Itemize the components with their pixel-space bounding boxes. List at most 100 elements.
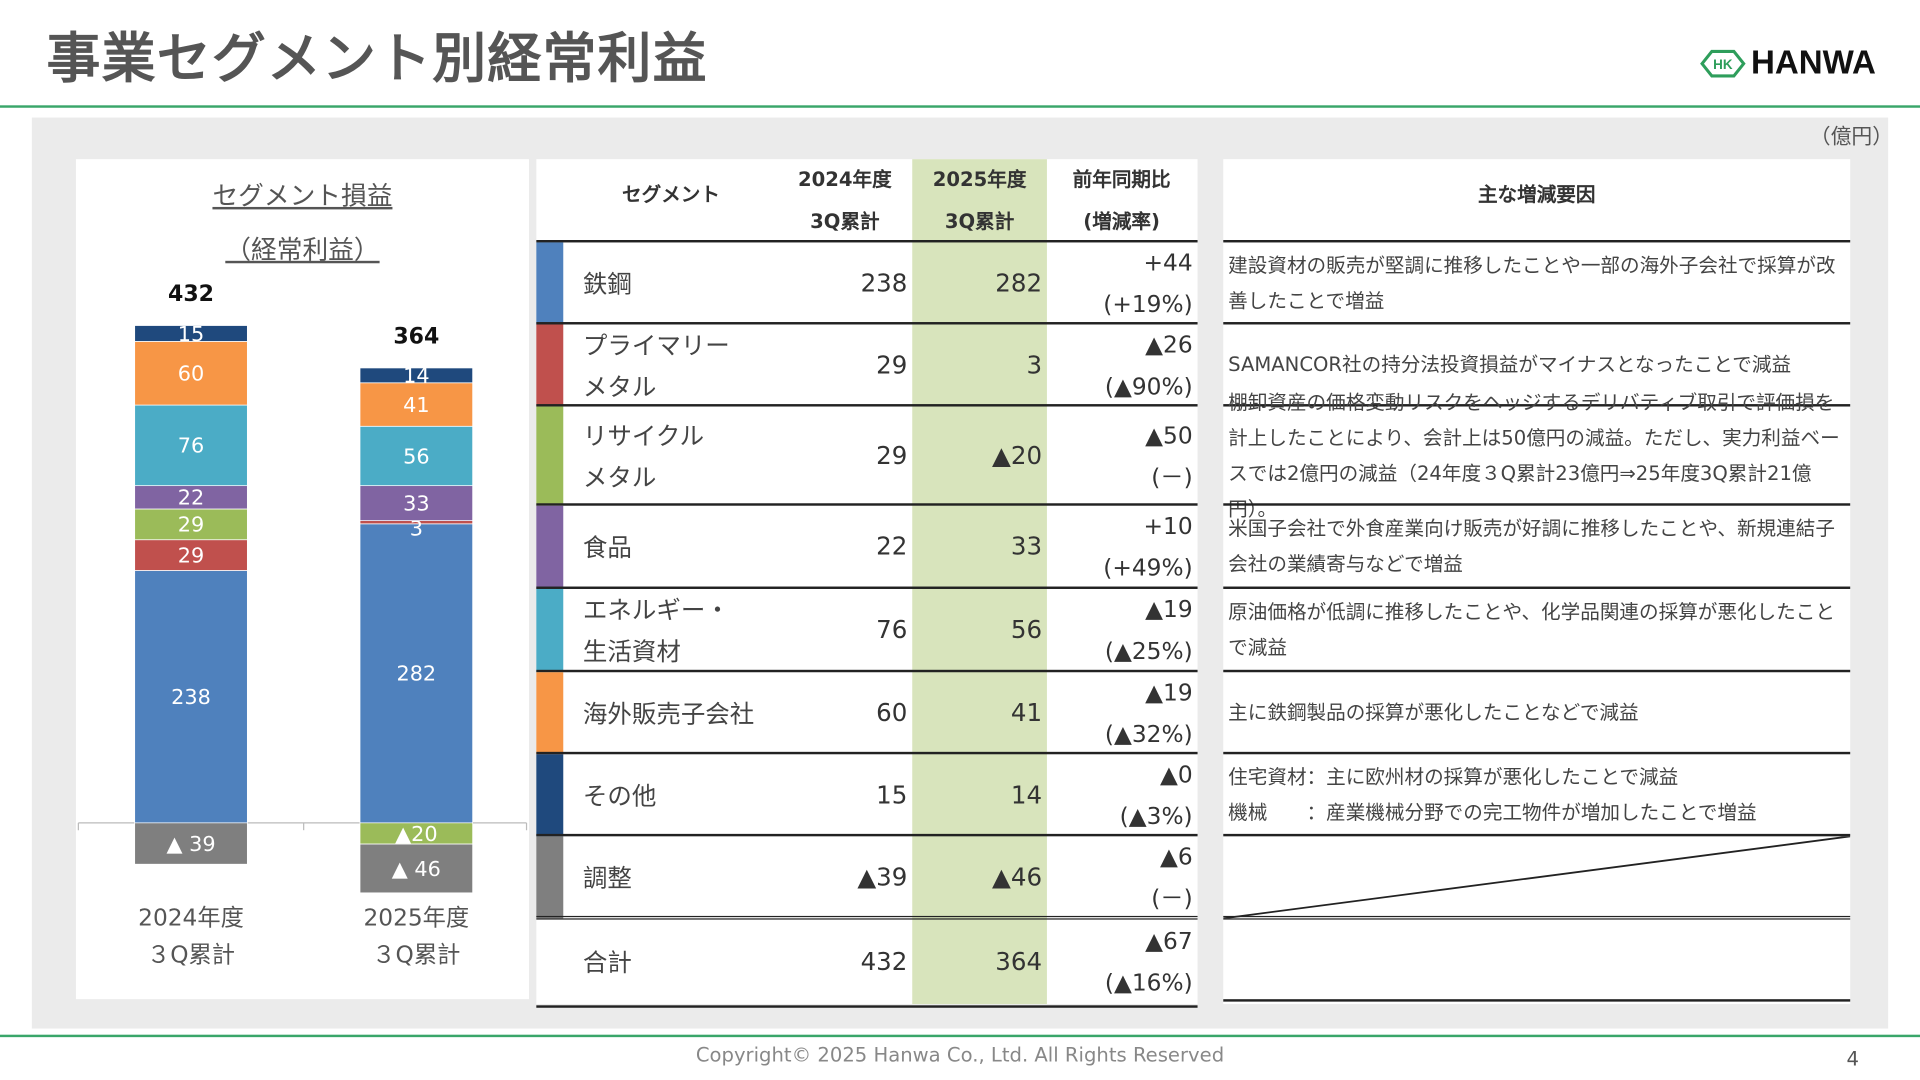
reason-row: 建設資材の販売が堅調に推移したことや一部の海外子会社で採算が改善したことで増益 — [1223, 240, 1851, 322]
value-2024: 15 — [876, 779, 908, 809]
bar-segment-adjustment — [134, 822, 248, 865]
value-2025: ▲46 — [992, 861, 1043, 891]
segment-color-stripe — [536, 505, 564, 589]
bar-segment-primary_metal — [134, 539, 248, 571]
value-2025: 33 — [1010, 531, 1043, 561]
bar-segment-energy — [134, 404, 248, 487]
yoy-rate: (▲16%) — [1104, 969, 1193, 997]
table-row: エネルギー・ 生活資材 76 56 ▲19 (▲25%) — [536, 586, 1198, 673]
value-2024: 22 — [876, 531, 908, 561]
yoy-rate: (▲32%) — [1104, 720, 1193, 748]
header-yoy: 前年同期比 (増減率) — [1047, 159, 1196, 242]
header-2025-line1: 2025年度 — [932, 167, 1027, 192]
segment-table-content: セグメント 2024年度 3Q累計 2025年度 3Q累計 前年同期比 (増減率) 鉄… — [536, 159, 1198, 1008]
segment-color-stripe — [536, 672, 564, 755]
yoy-rate: (+49%) — [1103, 554, 1193, 582]
segment-name: その他 — [583, 774, 656, 816]
copyright: Copyright© 2025 Hanwa Co., Ltd. All Righ… — [695, 1043, 1225, 1067]
yoy-rate: (+19%) — [1103, 290, 1193, 318]
category-label: 2025年度 — [363, 905, 469, 932]
bar-label-adjustment: ▲ 39 — [166, 832, 215, 856]
header-divider — [0, 105, 1920, 108]
bar-label-energy: 56 — [403, 444, 429, 468]
value-2025: 364 — [995, 946, 1043, 976]
bar-label-energy: 76 — [178, 434, 204, 458]
svg-text:HK: HK — [1713, 57, 1733, 72]
bar-segment-overseas — [134, 341, 248, 406]
segment-color-stripe — [536, 588, 564, 673]
value-2025: 282 — [995, 267, 1043, 297]
header-2024: 2024年度 3Q累計 — [778, 159, 913, 242]
yoy-change: ▲0 (▲3%) — [1120, 754, 1193, 837]
segment-name-line: 合計 — [582, 947, 632, 978]
reason-row — [1223, 915, 1851, 1002]
segment-name: プライマリー メタル — [583, 324, 730, 407]
segment-name: 鉄鋼 — [583, 263, 632, 305]
bar-total-label: 364 — [393, 324, 439, 349]
bar-segment-steel — [359, 523, 474, 824]
segment-color-stripe — [536, 406, 564, 506]
segment-name-line: エネルギー・ — [582, 595, 730, 625]
yoy-change: ▲26 (▲90%) — [1105, 324, 1193, 407]
segment-name-line: 海外販売子会社 — [582, 698, 755, 728]
table-row: 海外販売子会社 60 41 ▲19 (▲32%) — [536, 669, 1198, 755]
segment-name-line: 鉄鋼 — [582, 268, 632, 299]
footer-divider — [0, 1034, 1920, 1038]
yoy-diff: ▲26 — [1145, 331, 1193, 359]
reason-text: 住宅資材：主に欧州材の採算が悪化したことで減益 — [1228, 764, 1679, 788]
yoy-change: ▲19 (▲32%) — [1105, 672, 1193, 755]
value-2024: 60 — [876, 697, 908, 727]
reason-text: 建設資材の販売が堅調に推移したことや一部の海外子会社で採算が改善したことで増益 — [1228, 252, 1836, 312]
yoy-change: ▲50 (－) — [1145, 414, 1193, 497]
category-label: 2024年度 — [138, 905, 244, 932]
reason-row: 米国子会社で外食産業向け販売が好調に推移したことや、新規連結子会社の業績寄与など… — [1223, 503, 1851, 586]
segment-color-stripe — [536, 242, 564, 325]
bar-label-steel: 238 — [171, 685, 211, 709]
segment-table — [536, 159, 1198, 1005]
bar-segment-overseas — [359, 382, 474, 427]
bar-label-recycle_metal: 29 — [178, 513, 204, 537]
yoy-diff: ▲19 — [1145, 678, 1193, 706]
table-row: 調整 ▲39 ▲46 ▲6 (－) — [536, 833, 1198, 919]
header-reasons: 主な増減要因 — [1477, 182, 1596, 206]
hk-logo-icon: HK — [1700, 49, 1746, 77]
bar-label-primary_metal: 29 — [178, 543, 204, 567]
value-2025: 3 — [1026, 349, 1043, 379]
header-segment: セグメント — [622, 182, 721, 206]
logo-name: HANWA — [1751, 44, 1876, 81]
segment-name-line: プライマリー — [582, 330, 730, 360]
chart-subtitle-text: （経常利益） — [225, 235, 380, 265]
reasons-panel: 主な増減要因 建設資材の販売が堅調に推移したことや一部の海外子会社で採算が改善し… — [1223, 159, 1851, 1005]
header-2024-line2: 3Q累計 — [810, 209, 880, 233]
header-yoy-line1: 前年同期比 — [1072, 167, 1171, 192]
bar-segment-recycle_metal — [134, 508, 248, 541]
bar-label-other: 15 — [178, 322, 204, 346]
page-title: 事業セグメント別経常利益 — [46, 28, 708, 91]
bar-label-overseas: 41 — [403, 393, 429, 417]
yoy-diff: +44 — [1143, 249, 1193, 277]
highlight-column-2025 — [912, 159, 1047, 1005]
segment-color-stripe — [536, 836, 564, 919]
page-number: 4 — [1846, 1046, 1860, 1071]
reason-text: 原油価格が低調に推移したことや、化学品関連の採算が悪化したことで減益 — [1228, 600, 1835, 659]
bar-label-recycle_metal: ▲20 — [395, 822, 437, 846]
bar-label-other: 14 — [403, 364, 429, 388]
header-yoy-line2: (増減率) — [1083, 209, 1160, 233]
bar-segment-other — [134, 325, 248, 342]
bar-segment-energy — [359, 425, 474, 487]
reason-row: 主に鉄鋼製品の採算が悪化したことなどで減益 — [1223, 669, 1851, 752]
value-2025: ▲20 — [992, 440, 1043, 470]
chart-svg: 238 29 29 22 76 60 15 ▲ 39 432 2024年度 ３Q累計 282 3 ▲20 3… — [77, 282, 528, 968]
reason-text: 米国子会社で外食産業向け販売が好調に推移したことや、新規連結子会社の業績寄与など… — [1228, 516, 1835, 576]
table-row: その他 15 14 ▲0 (▲3%) — [536, 751, 1198, 837]
yoy-diff: ▲0 — [1159, 761, 1193, 788]
segment-name: 合計 — [583, 942, 632, 984]
value-2025: 14 — [1010, 779, 1043, 809]
segment-name: 食品 — [583, 527, 632, 569]
yoy-rate: (▲3%) — [1119, 802, 1193, 830]
table-row: リサイクル メタル 29 ▲20 ▲50 (－) — [536, 404, 1198, 506]
table-row: 鉄鋼 238 282 +44 (+19%) — [536, 240, 1198, 325]
table-row: プライマリー メタル 29 3 ▲26 (▲90%) — [536, 322, 1198, 407]
reason-row: 住宅資材：主に欧州材の採算が悪化したことで減益 機械 ：産業機械分野での完工物件が… — [1223, 751, 1851, 834]
yoy-change: ▲67 (▲16%) — [1105, 921, 1193, 1004]
